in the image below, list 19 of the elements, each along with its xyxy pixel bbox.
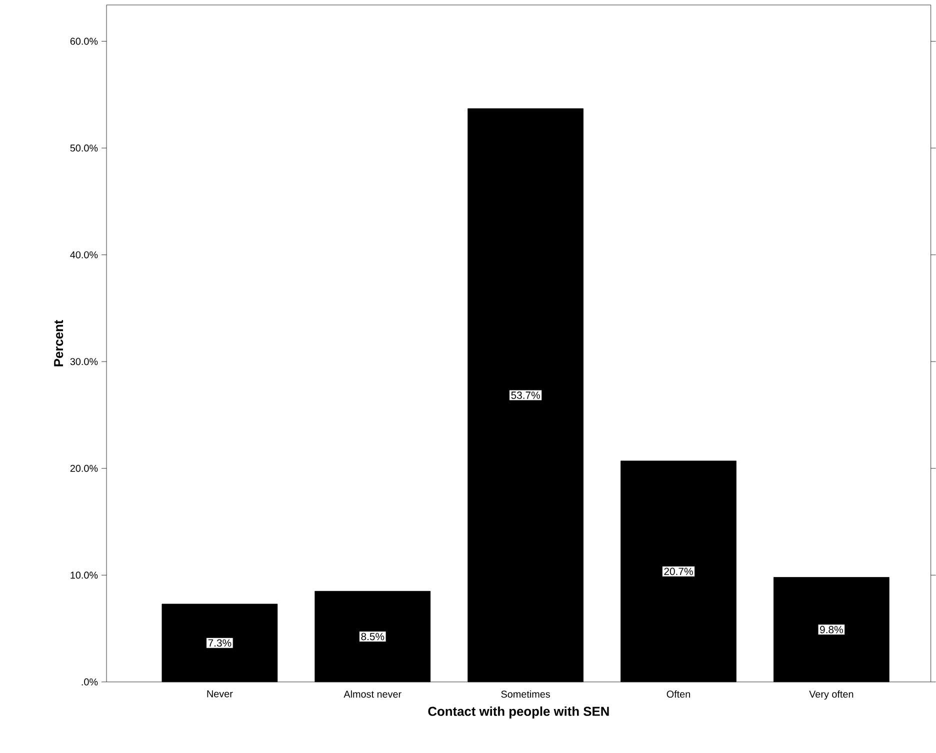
x-axis-title: Contact with people with SEN	[428, 706, 609, 719]
x-tick-label: Often	[666, 690, 690, 698]
y-tick-label: 10.0%	[70, 572, 98, 579]
data-label: 7.3%	[208, 639, 232, 647]
x-tick-label: Never	[207, 690, 233, 698]
y-tick-label: .0%	[82, 678, 98, 686]
y-axis-title: Percent	[54, 320, 64, 366]
x-tick-label: Sometimes	[501, 690, 550, 698]
y-tick-label: 60.0%	[70, 38, 98, 45]
data-label: 8.5%	[361, 633, 384, 640]
x-tick-label: Almost never	[344, 690, 402, 698]
y-tick-label: 50.0%	[70, 144, 98, 152]
data-label: 53.7%	[511, 392, 540, 400]
x-tick-label: Very often	[809, 690, 854, 700]
data-label: 20.7%	[664, 568, 693, 576]
y-tick-label: 30.0%	[70, 358, 98, 366]
data-label: 9.8%	[820, 626, 843, 634]
y-tick-label: 40.0%	[70, 252, 98, 259]
y-tick-label: 20.0%	[70, 465, 98, 472]
